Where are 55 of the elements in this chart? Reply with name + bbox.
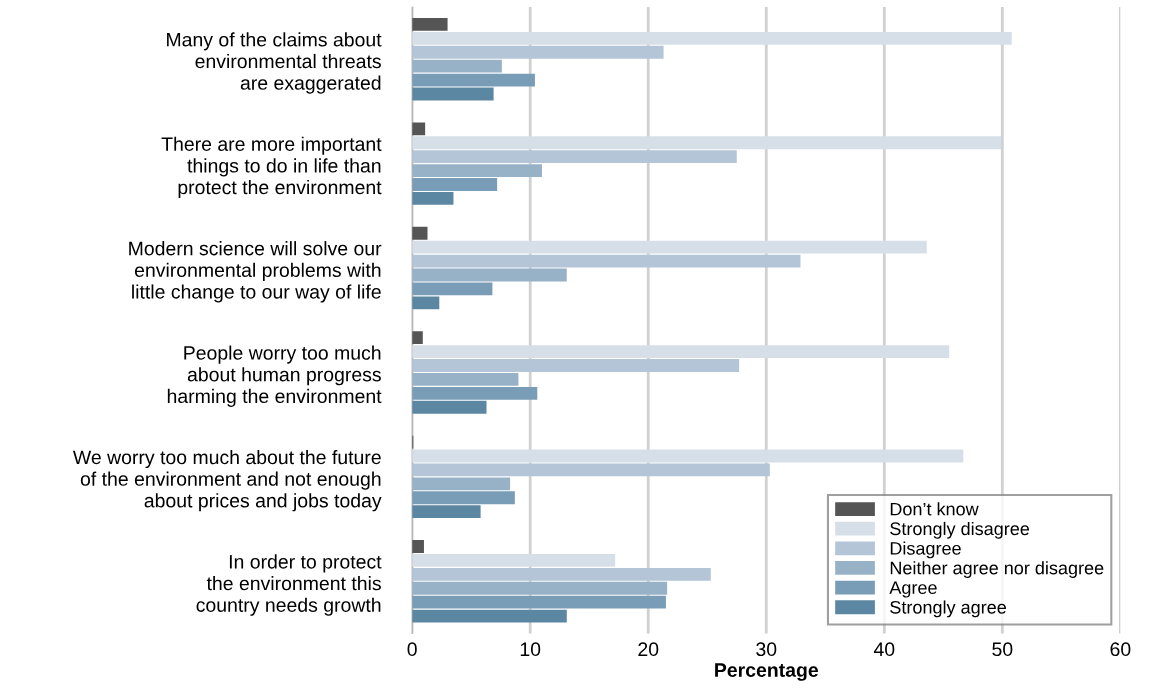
bar (412, 268, 567, 282)
bar (412, 359, 740, 372)
bar (412, 345, 950, 358)
bar (412, 178, 498, 191)
legend-label: Don’t know (890, 502, 979, 516)
bar (412, 477, 511, 491)
bar (412, 491, 515, 505)
bar (412, 331, 423, 345)
bar (412, 567, 711, 581)
bar (412, 59, 502, 73)
bar (412, 136, 1002, 150)
bar (412, 400, 487, 414)
bar (412, 540, 424, 553)
bar (412, 254, 801, 268)
x-tick-label: 40 (873, 642, 895, 657)
legend-label: Agree (889, 581, 937, 598)
bar (412, 463, 770, 477)
bar (412, 122, 426, 136)
bar (412, 73, 535, 87)
legend-label: Neither agree nor disagree (890, 561, 1104, 578)
x-tick-label: 0 (407, 642, 417, 657)
y-tick-label: Modern science will solve our environmental problems with little change to our way of life (129, 241, 382, 303)
bar (412, 373, 519, 386)
y-tick-label: There are more important things to do in life than protect the environment (161, 136, 382, 199)
bar (412, 581, 668, 595)
bar (412, 296, 440, 310)
bar (412, 282, 493, 296)
y-tick-label: People worry too much about human progress harming the environment (167, 345, 382, 407)
bar (412, 240, 927, 254)
y-tick-label: Many of the claims about environmental threats are exaggerated (167, 32, 382, 94)
bar (412, 164, 542, 177)
bar (412, 386, 538, 400)
bar (412, 45, 664, 59)
y-tick-label: In order to protect the environment this country needs growth (196, 554, 382, 616)
legend-label: Strongly agree (890, 600, 1006, 618)
x-tick-label: 60 (1110, 642, 1131, 657)
legend-label: Disagree (890, 541, 961, 559)
bar (412, 449, 964, 463)
bar (412, 595, 666, 609)
bar (412, 226, 428, 240)
bar (412, 150, 737, 164)
x-tick-label: 30 (756, 642, 777, 657)
x-tick-label: 10 (520, 642, 541, 657)
x-axis-title: Percentage (715, 663, 819, 681)
bar (412, 554, 616, 567)
bar (412, 505, 481, 519)
bar (412, 18, 448, 31)
bar (412, 192, 454, 205)
y-tick-label: We worry too much about the future of the environment and not enough about prices and jobs today (72, 449, 382, 512)
bar (412, 609, 567, 623)
x-tick-label: 50 (992, 642, 1013, 657)
bar (412, 31, 1012, 45)
x-tick-label: 20 (638, 642, 659, 657)
legend-label: Strongly disagree (890, 521, 1030, 539)
bar (412, 87, 494, 101)
